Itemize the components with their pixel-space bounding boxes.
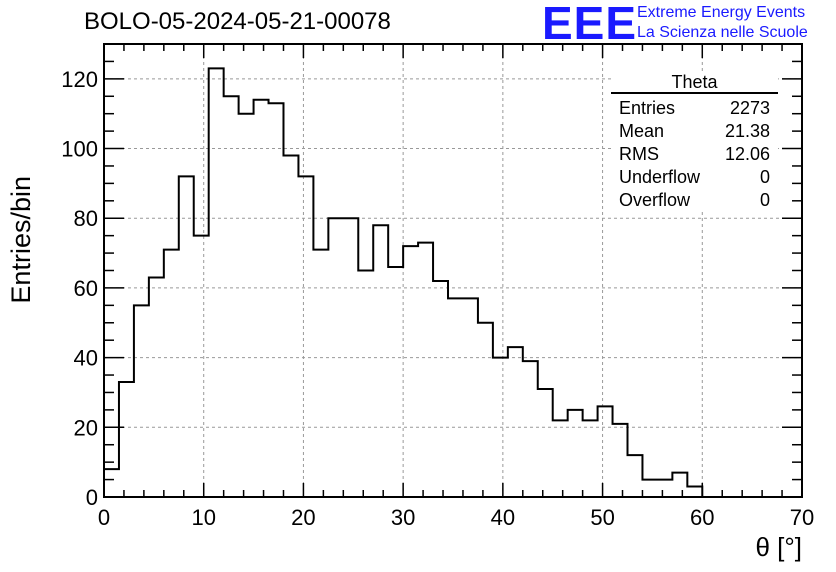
x-tick-label: 10 [191,505,215,530]
logo-caption-line2: La Scienza nelle Scuole [637,24,808,41]
stats-row-entries: Entries 2273 [611,97,778,120]
stats-value: 21.38 [724,121,770,141]
stats-row-underflow: Underflow 0 [611,166,778,189]
chart-title: BOLO-05-2024-05-21-00078 [84,8,391,35]
stats-row-overflow: Overflow 0 [611,189,778,212]
y-tick-label: 60 [74,276,98,301]
y-tick-label: 80 [74,206,98,231]
x-tick-label: 50 [590,505,614,530]
stats-row-mean: Mean 21.38 [611,120,778,143]
y-axis-label: Entries/bin [6,176,36,304]
stats-label: Underflow [619,167,701,187]
x-tick-label: 30 [391,505,415,530]
y-tick-label: 120 [61,67,98,92]
stats-value: 0 [759,190,770,210]
x-tick-label: 0 [98,505,110,530]
logo-caption: Extreme Energy Events La Scienza nelle S… [637,3,808,43]
stats-label: Entries [619,98,676,118]
y-tick-label: 40 [74,346,98,371]
x-tick-label: 40 [491,505,515,530]
x-tick-label: 60 [690,505,714,530]
histogram-line [103,67,793,498]
stats-value: 12.06 [724,144,770,164]
eee-logo: EEE [542,0,638,49]
plot-frame [103,43,803,498]
y-tick-label: 0 [86,485,98,510]
stats-value: 0 [759,167,770,187]
axis-ticks [103,43,803,498]
stats-label: RMS [619,144,659,164]
stats-label: Mean [619,121,665,141]
stats-value: 2273 [729,98,770,118]
stats-row-rms: RMS 12.06 [611,143,778,166]
logo-caption-line1: Extreme Energy Events [637,4,806,21]
tick-labels: 0 10 20 30 40 50 60 70 0 20 40 60 80 100 120 [61,67,814,530]
x-tick-label: 20 [291,505,315,530]
stats-box: Theta Entries 2273 Mean 21.38 RMS 12.06 … [611,72,778,212]
x-axis-label: θ [°] [755,532,802,562]
y-tick-label: 100 [61,137,98,162]
x-tick-label: 70 [790,505,814,530]
stats-label: Overflow [619,190,691,210]
stats-title: Theta [611,72,778,94]
grid-lines [104,44,802,497]
y-tick-label: 20 [74,415,98,440]
